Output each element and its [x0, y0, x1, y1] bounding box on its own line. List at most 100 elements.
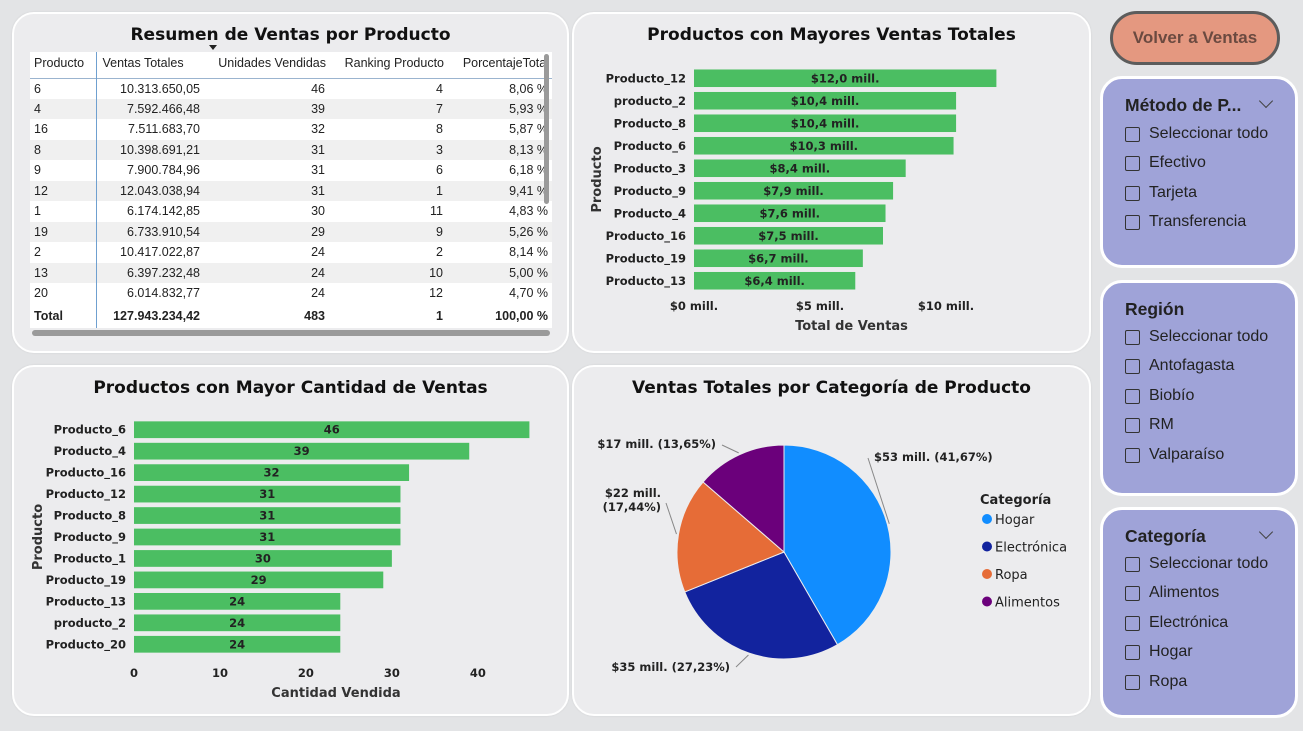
table-row[interactable]: 13 6.397.232,48 24 10 5,00 % — [30, 262, 552, 283]
horizontal-scrollbar[interactable] — [32, 330, 550, 336]
table-row[interactable]: 4 7.592.466,48 39 7 5,93 % — [30, 98, 552, 119]
payment-method-slicer: Método de P... Seleccionar todo Efectivo T… — [1100, 76, 1298, 268]
table-cell: 31 — [311, 163, 325, 178]
checkbox[interactable] — [1125, 185, 1140, 201]
data-label: 30 — [255, 551, 271, 565]
slicer-option[interactable]: Efectivo — [1125, 152, 1206, 174]
table-row[interactable]: 6 10.313.650,05 46 4 8,06 % — [30, 78, 552, 99]
checkbox[interactable] — [1125, 644, 1140, 660]
checkbox[interactable] — [1125, 674, 1140, 690]
data-label: 31 — [259, 530, 275, 544]
y-tick-label: Producto_12 — [46, 487, 126, 502]
column-header[interactable]: Producto — [30, 52, 97, 78]
y-tick-label: Producto_9 — [614, 184, 686, 199]
slicer-option[interactable]: Hogar — [1125, 641, 1193, 663]
checkbox[interactable] — [1125, 417, 1140, 433]
table-row[interactable]: 1 6.174.142,85 30 11 4,83 % — [30, 201, 552, 222]
checkbox[interactable] — [1125, 388, 1140, 404]
column-header[interactable]: PorcentajeTotal — [462, 56, 549, 70]
table-cell: 29 — [311, 224, 325, 239]
table-cell: 4 — [30, 98, 97, 119]
back-to-sales-button[interactable]: Volver a Ventas — [1110, 11, 1280, 65]
checkbox[interactable] — [1125, 358, 1140, 374]
table-title: Resumen de Ventas por Producto — [130, 25, 451, 45]
slicer-option[interactable]: Antofagasta — [1125, 355, 1234, 377]
table-cell: 16 — [30, 119, 97, 140]
table-cell: 6,18 % — [509, 163, 548, 178]
bar — [134, 614, 341, 632]
table-cell: 2 — [30, 242, 97, 263]
data-label: $7,6 mill. — [759, 206, 820, 220]
table-cell: 4 — [436, 81, 443, 96]
pie-slice — [702, 444, 785, 554]
slicer-option[interactable]: RM — [1125, 414, 1174, 436]
data-label: 31 — [259, 509, 275, 523]
table-cell: 31 — [311, 142, 325, 157]
table-cell: 11 — [430, 204, 443, 219]
table-total-row[interactable]: Total 127.943.234,42 483 1 100,00 % — [30, 303, 552, 328]
slicer-option[interactable]: Ropa — [1125, 671, 1187, 693]
slicer-option[interactable]: Seleccionar todo — [1125, 326, 1268, 348]
checkbox[interactable] — [1125, 329, 1140, 345]
column-header[interactable]: Ventas Totales — [102, 56, 184, 70]
checkbox[interactable] — [1125, 447, 1140, 463]
slicer-option[interactable]: Seleccionar todo — [1125, 123, 1268, 145]
table-cell: 31 — [311, 183, 325, 198]
slicer-option[interactable]: Electrónica — [1125, 612, 1228, 634]
table-row[interactable]: 16 7.511.683,70 32 8 5,87 % — [30, 119, 552, 140]
legend-label: Hogar — [995, 513, 1035, 528]
sort-desc-icon[interactable] — [209, 45, 217, 50]
column-header[interactable]: Ranking Producto — [344, 56, 444, 70]
column-header[interactable]: Unidades Vendidas — [218, 56, 326, 70]
table-cell: 8 — [436, 122, 443, 137]
data-label: $6,4 mill. — [744, 274, 805, 288]
table-row[interactable]: 12 12.043.038,94 31 1 9,41 % — [30, 180, 552, 201]
checkbox[interactable] — [1125, 556, 1140, 572]
slicer-title-payment-method: Método de P... — [1125, 95, 1242, 115]
slicer-option[interactable]: Biobío — [1125, 385, 1194, 407]
slicer-option[interactable]: Transferencia — [1125, 211, 1246, 233]
checkbox[interactable] — [1125, 615, 1140, 631]
vertical-scrollbar[interactable] — [544, 54, 549, 204]
slicer-option[interactable]: Tarjeta — [1125, 182, 1197, 204]
table-row[interactable]: 2 10.417.022,87 24 2 8,14 % — [30, 242, 552, 263]
category-pie-card: Ventas Totales por Categoría de Producto… — [572, 365, 1091, 716]
table-cell: 30 — [311, 204, 325, 219]
slicer-option-label: Antofagasta — [1149, 357, 1235, 374]
checkbox[interactable] — [1125, 126, 1140, 142]
slice-label: $35 mill. (27,23%) — [611, 660, 730, 674]
chevron-down-icon[interactable] — [1258, 93, 1274, 109]
bar — [134, 464, 410, 482]
table-cell: 46 — [311, 81, 325, 96]
table-cell: 6 — [30, 78, 97, 99]
slicer-option-label: Transferencia — [1149, 213, 1247, 230]
slicer-option[interactable]: Seleccionar todo — [1125, 553, 1268, 575]
y-tick-label: producto_2 — [614, 94, 686, 109]
pie-slice — [783, 444, 892, 646]
table-row[interactable]: 8 10.398.691,21 31 3 8,13 % — [30, 139, 552, 160]
table-cell: 9 — [30, 160, 97, 181]
checkbox[interactable] — [1125, 155, 1140, 171]
table-cell: 100,00 % — [447, 303, 552, 328]
table-cell: 6 — [436, 163, 443, 178]
y-tick-label: Producto_6 — [614, 139, 686, 154]
table-cell: 6.014.832,77 — [127, 286, 200, 301]
data-label: 32 — [264, 466, 280, 480]
table-row[interactable]: 9 7.900.784,96 31 6 6,18 % — [30, 160, 552, 181]
table-cell: 6.174.142,85 — [127, 204, 200, 219]
table-cell: 19 — [30, 221, 97, 242]
checkbox[interactable] — [1125, 585, 1140, 601]
slicer-option[interactable]: Valparaíso — [1125, 444, 1224, 466]
pie-chart-title: Ventas Totales por Categoría de Producto — [631, 378, 1031, 398]
bar — [134, 442, 470, 460]
slicer-option[interactable]: Alimentos — [1125, 582, 1219, 604]
table-row[interactable]: 20 6.014.832,77 24 12 4,70 % — [30, 283, 552, 304]
y-tick-label: Producto_4 — [614, 206, 686, 221]
chevron-down-icon[interactable] — [1258, 524, 1274, 540]
data-label: 29 — [251, 573, 267, 587]
checkbox[interactable] — [1125, 214, 1140, 230]
table-cell: Total — [30, 303, 97, 328]
legend-marker — [982, 569, 992, 579]
table-row[interactable]: 19 6.733.910,54 29 9 5,26 % — [30, 221, 552, 242]
data-label: $7,9 mill. — [763, 184, 824, 198]
